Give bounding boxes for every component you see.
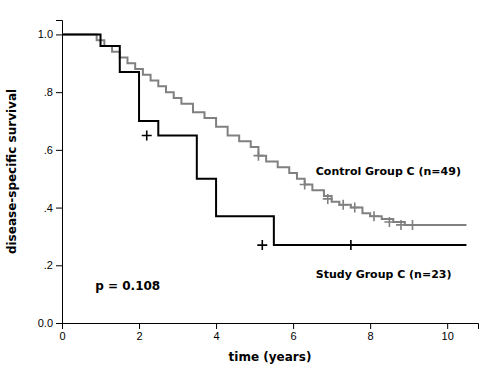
group-label: Study Group C (n=23) [316, 268, 452, 281]
annotation: p = 0.108 [95, 279, 160, 293]
tick: 2 [136, 323, 142, 342]
tick-mark [56, 92, 62, 93]
labels: Study Group C (n=23) Control Group C (n=4… [95, 165, 461, 294]
tick-mark [56, 34, 62, 35]
tick: 0.0 [38, 317, 62, 329]
tick-label: 2 [136, 330, 142, 342]
censor-mark [338, 200, 348, 210]
tick: 10 [442, 323, 454, 342]
censor-mark [323, 194, 333, 204]
tick-label: 0 [59, 330, 65, 342]
censor-mark [408, 220, 418, 230]
y-axis-line [56, 21, 63, 324]
tick-mark [56, 150, 62, 151]
censor-mark [257, 240, 267, 250]
survival-line [62, 34, 466, 245]
tick: 4 [214, 323, 220, 342]
censor-mark [396, 220, 406, 230]
censor-mark [253, 151, 263, 161]
survival-line [62, 34, 466, 224]
tick: 8 [368, 323, 374, 342]
censor-mark [346, 240, 356, 250]
tick-mark [370, 323, 371, 329]
tick-label: .4 [44, 202, 53, 214]
tick-mark [447, 323, 448, 329]
tick-mark [293, 323, 294, 329]
tick: .8 [44, 86, 62, 98]
censor-mark [142, 130, 152, 140]
plot: 0 2 4 6 8 10 0.0 .2 .4 .6 .8 1.0 Study Group C (n=23… [38, 21, 479, 342]
tick: .2 [44, 259, 62, 271]
y-axis-title: disease-specific survival [5, 89, 19, 254]
tick-label: 8 [368, 330, 374, 342]
tick: .4 [44, 202, 62, 214]
tick-mark [56, 208, 62, 209]
tick: 1.0 [38, 28, 62, 40]
censor-mark [350, 203, 360, 213]
tick-label: 0.0 [38, 317, 53, 329]
tick-mark [139, 323, 140, 329]
tick-label: .2 [44, 259, 53, 271]
tick-label: .6 [44, 144, 53, 156]
tick-label: .8 [44, 86, 53, 98]
tick-label: 4 [214, 330, 220, 342]
chart: 0 2 4 6 8 10 0.0 .2 .4 .6 .8 1.0 Study Group C (n=23… [0, 0, 500, 369]
tick: 6 [291, 323, 297, 342]
x-axis: 0 2 4 6 8 10 [59, 323, 478, 342]
x-axis-title: time (years) [229, 350, 312, 364]
tick: .6 [44, 144, 62, 156]
tick-label: 6 [291, 330, 297, 342]
y-axis: 0.0 .2 .4 .6 .8 1.0 [38, 21, 63, 330]
censor-mark [384, 217, 394, 227]
tick-label: 10 [442, 330, 454, 342]
tick-mark [56, 323, 62, 324]
censor-mark [300, 179, 310, 189]
group-label: Control Group C (n=49) [316, 165, 461, 178]
tick: 0 [59, 323, 65, 342]
x-axis-line [63, 324, 479, 330]
tick-mark [216, 323, 217, 329]
tick-mark [56, 265, 62, 266]
censor-mark [369, 211, 379, 221]
tick-label: 1.0 [38, 28, 53, 40]
marks [62, 34, 466, 250]
